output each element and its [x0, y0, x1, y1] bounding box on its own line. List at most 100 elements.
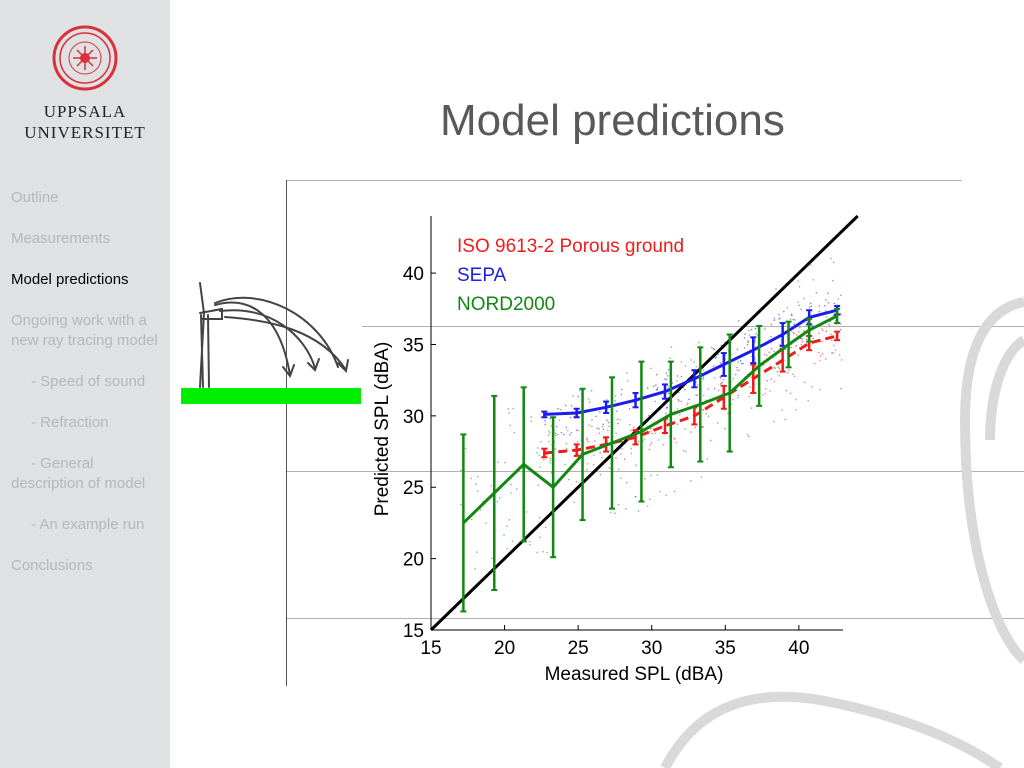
sidebar-item-7[interactable]: - An example run [31, 516, 145, 533]
scatter-dot [702, 394, 705, 397]
scatter-dot [695, 365, 698, 368]
sound-ray-2 [219, 309, 316, 369]
sidebar-item-5[interactable]: - Refraction [31, 414, 109, 431]
scatter-dot [650, 441, 653, 444]
scatter-dot [665, 407, 668, 409]
scatter-dot [536, 447, 539, 449]
scatter-dot [754, 341, 756, 343]
y-tick-label-1: 20 [403, 550, 424, 571]
scatter-dot [540, 440, 542, 443]
scatter-dot [793, 332, 795, 335]
scatter-dot [686, 404, 688, 406]
scatter-dot [712, 348, 715, 350]
scatter-dot [821, 340, 823, 343]
scatter-dot [651, 432, 653, 435]
identity-line [429, 214, 859, 632]
scatter-dot [664, 412, 667, 415]
scatter-dot [819, 359, 821, 362]
scatter-dot [747, 341, 749, 344]
scatter-dot [544, 419, 547, 422]
scatter-dot [578, 389, 581, 392]
scatter-dot [737, 394, 740, 397]
scatter-dot [736, 369, 739, 372]
scatter-dot [586, 438, 588, 441]
scatter-dot [650, 367, 652, 370]
scatter-dot [825, 310, 827, 312]
x-tick-label-2: 25 [568, 638, 589, 659]
scatter-dot [736, 366, 738, 369]
scatter-dot [831, 339, 833, 342]
scatter-dot [543, 458, 545, 461]
divider-2 [286, 471, 1024, 472]
scatter-dot [720, 344, 723, 347]
scatter-dot [750, 407, 753, 409]
slide-title: Model predictions [440, 96, 785, 145]
sidebar-item-1[interactable]: Measurements [11, 230, 111, 247]
sidebar-item-3[interactable]: Ongoing work with a new ray tracing mode… [11, 312, 158, 349]
scatter-dot [542, 550, 544, 553]
sidebar-item-0[interactable]: Outline [11, 189, 59, 206]
scatter-dot [833, 344, 835, 347]
scatter-dot [762, 394, 764, 396]
scatter-dot [656, 387, 659, 389]
scatter-dot [676, 375, 679, 377]
scatter-dot [649, 430, 652, 433]
scatter-dot [795, 345, 798, 347]
scatter-dot [676, 407, 679, 410]
scatter-dot [587, 398, 590, 400]
scatter-dot [702, 369, 705, 371]
scatter-dot [690, 359, 693, 361]
scatter-dot [795, 398, 797, 401]
sidebar-item-8[interactable]: Conclusions [11, 557, 93, 574]
scatter-dot [614, 400, 616, 402]
scatter-dot [737, 396, 739, 399]
scatter-dot [748, 395, 750, 398]
scatter-dot [565, 426, 568, 429]
university-logo: UPPSALA UNIVERSITET [0, 20, 170, 150]
scatter-dot [621, 388, 623, 391]
scatter-dot [838, 354, 841, 356]
sidebar-item-4[interactable]: - Speed of sound [31, 373, 146, 390]
scatter-dot [697, 341, 700, 344]
scatter-dot [730, 403, 733, 405]
scatter-dot [792, 373, 794, 376]
scatter-dot [538, 454, 541, 456]
scatter-dot [827, 292, 829, 295]
scatter-dot [637, 440, 640, 443]
scatter-dot [619, 419, 621, 421]
scatter-dot [717, 422, 719, 424]
scatter-dot [475, 551, 478, 553]
scatter-dot [765, 388, 767, 390]
scatter-dot [615, 432, 617, 435]
scatter-dot [812, 279, 815, 281]
scatter-dot [747, 340, 749, 342]
scatter-dot [587, 441, 589, 443]
scatter-dot [801, 340, 804, 343]
scatter-dot [702, 409, 705, 411]
scatter-dot [781, 409, 783, 412]
scatter-dot [717, 353, 719, 356]
scatter-dot [737, 361, 740, 363]
sidebar-item-6[interactable]: - General description of model [11, 455, 146, 492]
scatter-dot [665, 494, 667, 496]
y-tick-label-3: 30 [403, 407, 424, 428]
scatter-dot [594, 440, 596, 442]
scatter-dot [743, 347, 746, 349]
scatter-dot [720, 377, 722, 379]
scatter-dot [770, 335, 772, 338]
scatter-dot [538, 517, 541, 519]
scatter-dot [608, 425, 610, 428]
scatter-dot [634, 495, 637, 498]
scatter-dot [637, 510, 640, 512]
sidebar-item-2[interactable]: Model predictions [11, 271, 129, 288]
scatter-dot [694, 426, 697, 429]
scatter-dot [564, 463, 566, 466]
scatter-dot [773, 350, 775, 353]
sound-ray-4 [214, 296, 339, 368]
scatter-dot [714, 377, 716, 379]
scatter-dot [595, 415, 597, 418]
scatter-dot [790, 346, 792, 349]
logo-line-1: UPPSALA [43, 102, 127, 121]
scatter-dot [617, 468, 620, 471]
